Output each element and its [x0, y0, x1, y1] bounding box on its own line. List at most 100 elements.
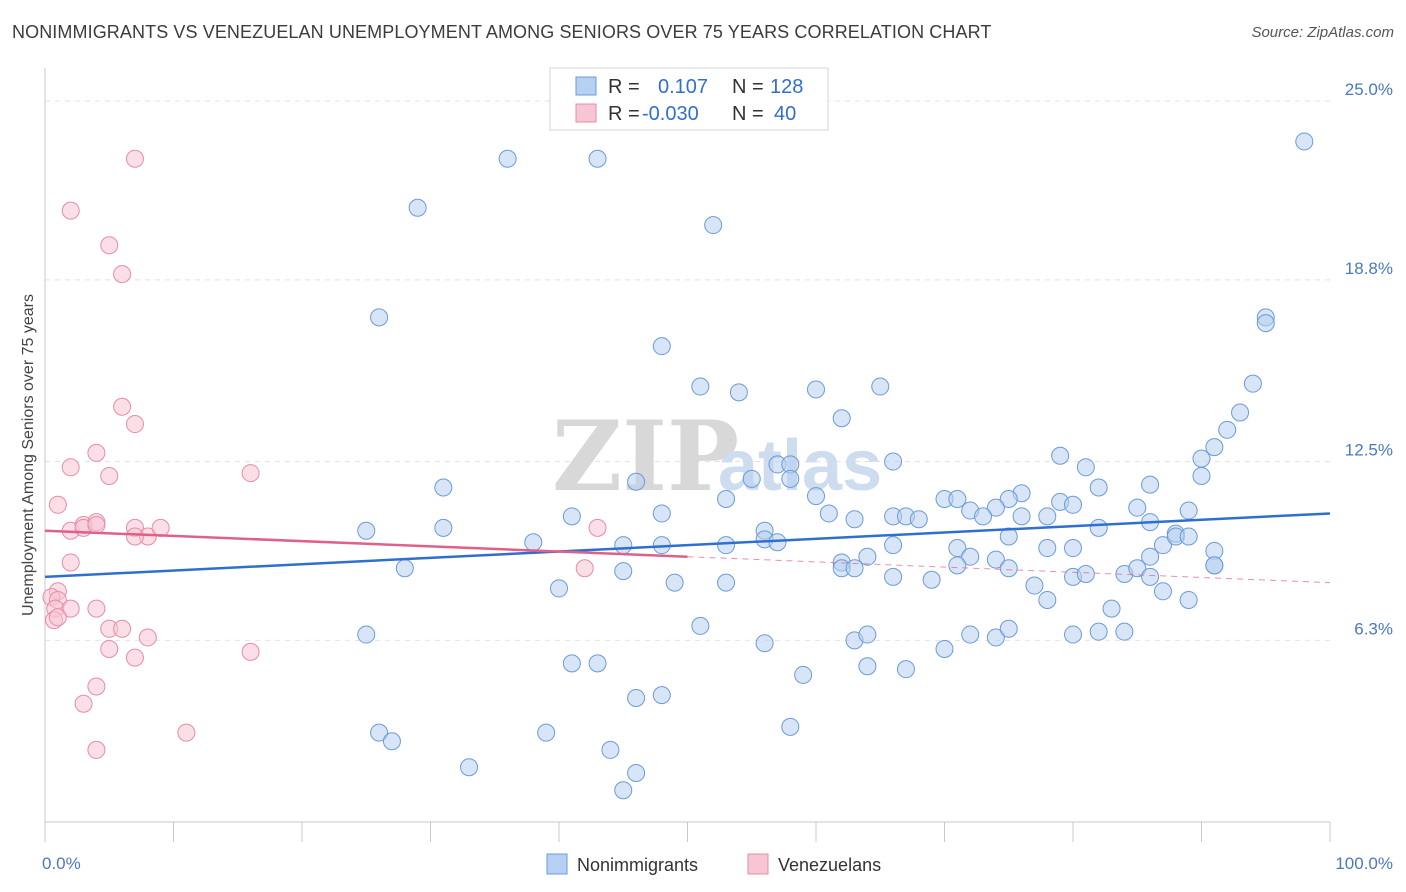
- nonimmigrants-point: [986, 550, 1005, 569]
- nonimmigrants-point: [1295, 132, 1314, 151]
- venezuelans-point: [113, 619, 132, 638]
- nonimmigrants-point: [1128, 498, 1147, 517]
- nonimmigrants-point: [768, 533, 787, 552]
- nonimmigrants-point: [717, 490, 736, 509]
- nonimmigrants-point: [1128, 559, 1147, 578]
- nonimmigrants-point: [370, 723, 389, 742]
- nonimmigrants-point: [691, 377, 710, 396]
- venezuelans-point: [100, 639, 119, 658]
- nonimmigrants-point: [781, 717, 800, 736]
- nonimmigrants-point: [845, 559, 864, 578]
- nonimmigrants-point: [1192, 466, 1211, 485]
- nonimmigrants-point: [1231, 403, 1250, 422]
- nonimmigrants-point: [935, 639, 954, 658]
- series-legend: Nonimmigrants Venezuelans: [546, 853, 881, 875]
- nonimmigrants-point: [1192, 449, 1211, 468]
- watermark-atlas: atlas: [718, 426, 882, 506]
- nonimmigrants-point: [357, 625, 376, 644]
- nonimmigrants-point: [742, 469, 761, 488]
- venezuelans-point: [125, 527, 144, 546]
- watermark-zip: ZIP: [552, 400, 739, 513]
- correlation-legend: R = 0.107 N = 128 R = -0.030 N = 40: [549, 67, 829, 131]
- nonimmigrants-point: [807, 487, 825, 506]
- nonimmigrants-point: [986, 628, 1005, 647]
- nonimmigrants-point: [909, 510, 928, 529]
- y-tick-label: 6.3%: [1354, 619, 1393, 638]
- legend-n-value-venezuelans: 40: [774, 103, 796, 125]
- nonimmigrants-point: [1076, 565, 1095, 583]
- nonimmigrants-point: [729, 383, 748, 402]
- nonimmigrants-point: [665, 573, 684, 592]
- nonimmigrants-point: [1141, 475, 1160, 494]
- nonimmigrants-point: [460, 758, 479, 777]
- axes: [44, 68, 1331, 842]
- venezuelans-point: [48, 495, 67, 514]
- nonimmigrants-point: [434, 518, 453, 537]
- venezuelans-point: [74, 694, 93, 713]
- nonimmigrants-point: [627, 763, 646, 782]
- series-nonimmigrants: [357, 112, 1314, 800]
- nonimmigrants-point: [871, 377, 890, 396]
- nonimmigrants-point: [717, 536, 736, 555]
- nonimmigrants-point: [896, 660, 915, 679]
- venezuelans-point: [113, 397, 132, 416]
- trend-lines: [44, 512, 1331, 584]
- venezuelans-point: [87, 515, 106, 534]
- nonimmigrants-point: [601, 740, 620, 759]
- nonimmigrants-point: [614, 562, 633, 581]
- venezuelans-point: [87, 443, 106, 462]
- nonimmigrants-point: [382, 732, 401, 751]
- nonimmigrants-point: [974, 507, 993, 526]
- x-tick-label-min: 0.0%: [42, 854, 81, 873]
- nonimmigrants-point: [1038, 590, 1057, 609]
- nonimmigrants-point: [1256, 314, 1275, 333]
- venezuelans-point: [177, 723, 196, 742]
- nonimmigrants-point: [1089, 518, 1108, 537]
- nonimmigrants-point: [986, 498, 1005, 517]
- nonimmigrants-point: [884, 536, 903, 555]
- nonimmigrants-point: [524, 533, 543, 552]
- nonimmigrants-point: [537, 723, 556, 742]
- venezuelans-point: [125, 149, 144, 168]
- y-tick-label: 12.5%: [1345, 441, 1393, 460]
- nonimmigrants-point: [408, 198, 427, 217]
- nonimmigrants-point: [588, 149, 607, 168]
- legend-r-label-venezuelans: R =: [608, 103, 640, 125]
- nonimmigrants-point: [1064, 539, 1082, 558]
- nonimmigrants-point: [717, 573, 736, 592]
- nonimmigrants-point: [1205, 556, 1224, 575]
- venezuelans-point: [61, 458, 80, 477]
- nonimmigrants-point: [1179, 501, 1198, 520]
- nonimmigrants-point: [395, 559, 414, 578]
- nonimmigrants-point: [1102, 599, 1121, 618]
- legend-n-label-venezuelans: N =: [732, 103, 764, 125]
- nonimmigrants-point: [1089, 622, 1108, 641]
- nonimmigrants-point: [1089, 478, 1108, 497]
- legend-swatch-venezuelans: [575, 103, 597, 123]
- nonimmigrants-point: [858, 625, 877, 644]
- nonimmigrants-point: [999, 559, 1018, 578]
- venezuelans-point: [151, 518, 170, 537]
- venezuelans-point: [575, 559, 594, 578]
- nonimmigrants-point: [884, 567, 903, 586]
- y-tick-label: 25.0%: [1345, 80, 1393, 99]
- nonimmigrants-point: [562, 507, 581, 526]
- nonimmigrants-point: [1064, 495, 1082, 514]
- nonimmigrants-point: [1205, 438, 1224, 457]
- venezuelans-trend-extension: [687, 556, 1331, 584]
- venezuelans-point: [87, 740, 106, 759]
- nonimmigrants-point: [1153, 536, 1172, 555]
- nonimmigrants-point: [1179, 527, 1198, 546]
- legend-r-label-nonimmigrants: R =: [608, 76, 640, 98]
- nonimmigrants-point: [627, 472, 646, 491]
- legend-n-label-nonimmigrants: N =: [732, 76, 764, 98]
- venezuelans-point: [100, 466, 119, 485]
- nonimmigrants-point: [588, 654, 607, 673]
- y-axis-label: Unemployment Among Seniors over 75 years: [20, 294, 37, 616]
- nonimmigrants-point: [948, 556, 967, 575]
- nonimmigrants-point: [1038, 507, 1057, 526]
- nonimmigrants-point: [652, 504, 671, 523]
- nonimmigrants-point: [1076, 458, 1095, 477]
- nonimmigrants-point: [755, 634, 774, 653]
- nonimmigrants-point: [858, 657, 877, 676]
